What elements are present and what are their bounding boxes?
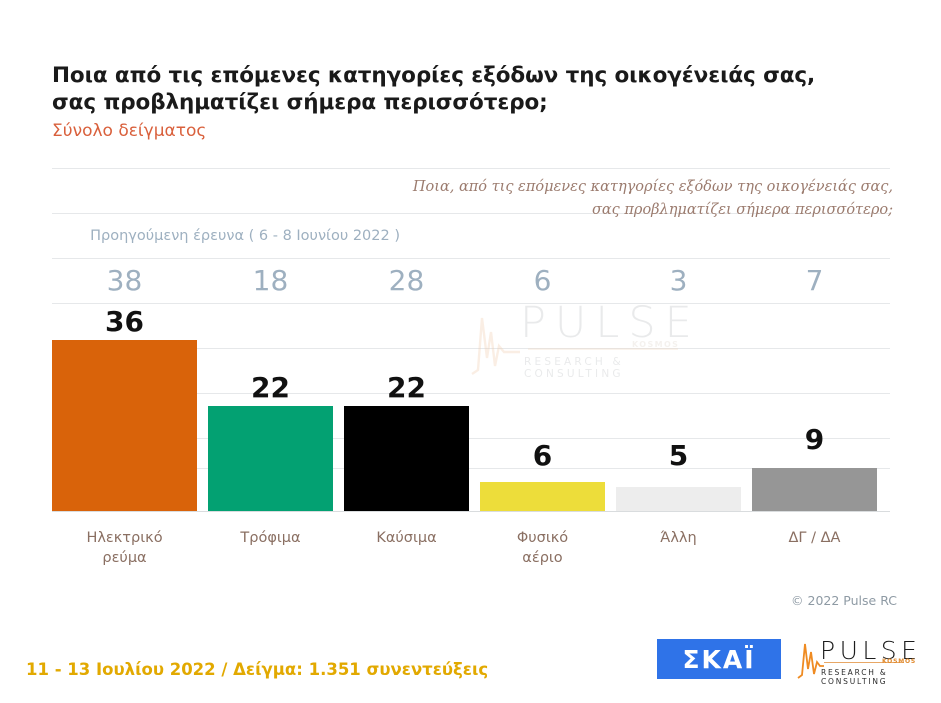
current-value: 22 [251, 371, 290, 404]
axis-baseline [52, 511, 890, 512]
page-title: Ποια από τις επόμενες κατηγορίες εξόδων … [52, 62, 912, 143]
previous-value: 18 [252, 264, 289, 297]
chart-column-ilektriko-revma[interactable]: 38 36 Ηλεκτρικό ρεύμα [52, 168, 197, 588]
category-label-line-1: ΔΓ / ΔΑ [788, 530, 841, 546]
category-label: Καύσιμα [344, 528, 469, 548]
pulse-logo-rule [824, 662, 904, 664]
gridline [52, 348, 890, 349]
gridline [52, 168, 890, 169]
category-label-line-2: αέριο [522, 550, 563, 566]
chart-grid [52, 168, 890, 513]
pulse-logo-sub: KOSMOS [882, 658, 916, 665]
chart-column-dg-da[interactable]: 7 9 ΔΓ / ΔΑ [752, 168, 877, 588]
title-line-1: Ποια από τις επόμενες κατηγορίες εξόδων … [52, 63, 816, 88]
footer-sample-note: 11 - 13 Ιουλίου 2022 / Δείγμα: 1.351 συν… [26, 660, 489, 679]
previous-value: 38 [106, 264, 143, 297]
question-annotation-line-1: Ποια, από τις επόμενες κατηγορίες εξόδων… [412, 179, 893, 195]
chart-column-fysiko-aerio[interactable]: 6 6 Φυσικό αέριο [480, 168, 605, 588]
gridline [52, 438, 890, 439]
pulse-logo: PULSE KOSMOS RESEARCH & CONSULTING [796, 636, 924, 686]
previous-survey-label: Προηγούμενη έρευνα ( 6 - 8 Ιουνίου 2022 … [90, 228, 400, 244]
pulse-logo-tagline: RESEARCH & CONSULTING [821, 668, 888, 686]
chart-column-trofima[interactable]: 18 22 Τρόφιμα [208, 168, 333, 588]
current-value: 5 [668, 439, 689, 472]
category-label-line-1: Ηλεκτρικό [86, 530, 163, 546]
previous-value: 3 [669, 264, 688, 297]
category-label-line-1: Φυσικό [516, 530, 569, 546]
category-label: Ηλεκτρικό ρεύμα [52, 528, 197, 568]
bar[interactable] [480, 482, 605, 511]
previous-value: 6 [533, 264, 552, 297]
bar[interactable] [616, 487, 741, 511]
previous-value: 28 [388, 264, 425, 297]
pulse-wave-icon [797, 643, 824, 679]
category-label-line-1: Καύσιμα [376, 530, 437, 546]
bar[interactable] [344, 406, 469, 511]
category-label-line-1: Τρόφιμα [240, 530, 301, 546]
skai-logo: ΣΚΑΪ [657, 639, 781, 679]
subtitle: Σύνολο δείγματος [52, 121, 207, 141]
category-label: Τρόφιμα [208, 528, 333, 548]
copyright-text: © 2022 Pulse RC [791, 593, 897, 608]
category-label-line-2: ρεύμα [102, 550, 147, 566]
bar[interactable] [752, 468, 877, 511]
category-label-line-1: Άλλη [660, 530, 697, 546]
chart-columns: 38 36 Ηλεκτρικό ρεύμα 18 22 Τρόφιμα 28 2… [52, 168, 890, 588]
gridline [52, 258, 890, 259]
title-line-2: σας προβληματίζει σήμερα περισσότερο; [52, 90, 548, 115]
current-value: 9 [804, 423, 825, 456]
category-label: ΔΓ / ΔΑ [752, 528, 877, 548]
question-annotation: Ποια, από τις επόμενες κατηγορίες εξόδων… [333, 176, 893, 222]
question-annotation-line-2: σας προβληματίζει σήμερα περισσότερο; [591, 202, 893, 218]
gridline [52, 468, 890, 469]
bar[interactable] [208, 406, 333, 511]
category-label: Άλλη [616, 528, 741, 548]
current-value: 6 [532, 439, 553, 472]
chart-column-alli[interactable]: 3 5 Άλλη [616, 168, 741, 588]
chart-column-kafsima[interactable]: 28 22 Καύσιμα [344, 168, 469, 588]
skai-logo-text: ΣΚΑΪ [682, 644, 756, 674]
gridline [52, 393, 890, 394]
gridline [52, 303, 890, 304]
current-value: 22 [387, 371, 426, 404]
category-label: Φυσικό αέριο [480, 528, 605, 568]
gridline [52, 213, 890, 214]
pulse-logo-name: PULSE [820, 636, 922, 665]
current-value: 36 [105, 305, 144, 338]
previous-value: 7 [805, 264, 824, 297]
bar[interactable] [52, 340, 197, 511]
